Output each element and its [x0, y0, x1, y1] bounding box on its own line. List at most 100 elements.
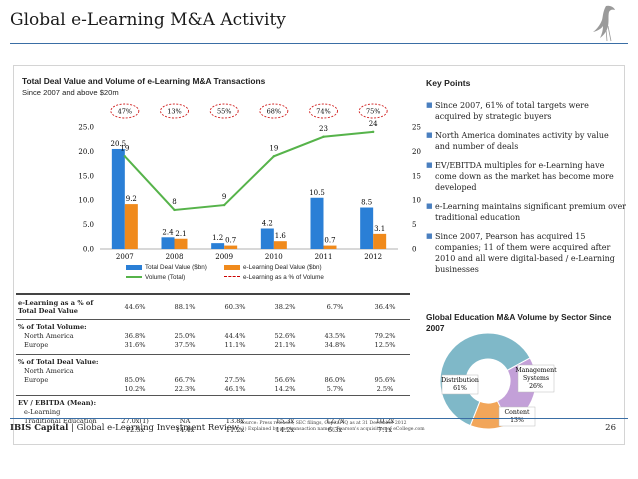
row-label: % of Total Deal Value: North America Eur…: [16, 354, 110, 396]
bar-data-label: 0.7: [324, 237, 335, 245]
right-axis-tick: 20: [412, 148, 421, 156]
bird-logo-icon: [593, 5, 615, 42]
table-cell: 12.7x 6.3x: [310, 395, 360, 436]
source-note: Source: Press releases, SEC filings, Cap…: [240, 421, 425, 432]
volume-point: [123, 155, 127, 158]
pct-label: 47%: [118, 108, 132, 116]
bullet-icon: ■: [426, 101, 433, 109]
row-label: e-Learning as a % of Total Deal Value: [16, 293, 110, 320]
x-axis-tick: 2009: [215, 253, 233, 261]
table-row: e-Learning as a % of Total Deal Value 44…: [16, 293, 410, 320]
table-cell: 44.6%: [110, 293, 160, 320]
table-cell: 95.6% 2.5%: [360, 354, 410, 396]
table-cell: 56.6% 14.2%: [260, 354, 310, 396]
bar-data-label: 0.7: [225, 237, 236, 245]
bar-data-label: 1.6: [275, 232, 287, 240]
volume-point: [173, 208, 176, 212]
legend-swatch: [126, 276, 142, 279]
left-axis-tick: 25.0: [78, 124, 94, 132]
pct-label: 75%: [366, 108, 380, 116]
metrics-table: e-Learning as a % of Total Deal Value 44…: [16, 293, 410, 436]
content-panel: [13, 65, 625, 445]
x-axis-tick: 2012: [364, 253, 382, 261]
pie-management-label: Management: [515, 367, 557, 374]
pct-label: 68%: [267, 108, 281, 116]
volume-data-label: 23: [319, 125, 328, 133]
table-cell: 60.3%: [210, 293, 260, 320]
volume-data-label: 9: [222, 193, 226, 201]
table-cell: 15.3x 14.2x: [260, 395, 310, 436]
x-axis-tick: 2011: [315, 253, 333, 261]
table-cell: 13.8x 11.2x: [210, 395, 260, 436]
chart-bar: [124, 204, 138, 249]
chart-bar: [310, 197, 324, 249]
list-item: ■ Since 2007, 61% of total targets were a…: [426, 101, 589, 121]
page-number: 26: [605, 423, 616, 433]
chart-bar: [373, 233, 387, 249]
volume-data-label: 24: [369, 120, 378, 128]
table-cell: 44.4% 11.1%: [210, 319, 260, 355]
legend-total-value: Total Deal Value ($bn): [126, 264, 207, 271]
key-points-title: Key Points: [426, 78, 471, 88]
bullet-icon: ■: [426, 161, 433, 169]
table-cell: 27.0x(1) 12.5x: [110, 395, 160, 436]
table-cell: 88.1%: [160, 293, 210, 320]
key-points-list: ■ Since 2007, 61% of total targets were a…: [426, 100, 626, 283]
table-cell: 25.0% 37.5%: [160, 319, 210, 355]
table-cell: 6.7%: [310, 293, 360, 320]
table-cell: 79.2% 12.5%: [360, 319, 410, 355]
chart-bar: [224, 245, 238, 249]
bar-data-label: 9.2: [126, 195, 137, 203]
footer-divider: [10, 418, 628, 419]
volume-point: [272, 155, 276, 158]
table-cell: 36.8% 31.6%: [110, 319, 160, 355]
left-axis-tick: 15.0: [78, 172, 94, 180]
chart-subtitle: Since 2007 and above $20m: [22, 88, 119, 97]
list-item: ■ Since 2007, Pearson has acquired 15 com…: [426, 232, 615, 274]
pie-distribution-box: [441, 374, 479, 395]
chart-bar: [260, 228, 274, 249]
volume-point: [222, 203, 226, 207]
pct-badge: [209, 103, 239, 119]
volume-point: [322, 135, 325, 138]
chart-bar: [273, 241, 287, 249]
pie-content-label: 13%: [510, 417, 524, 424]
legend-volume: Volume (Total): [126, 274, 185, 281]
pie-content-label: Content: [504, 409, 530, 416]
legend-pct-volume: e-Learning as a % of Volume: [224, 274, 324, 281]
legend-swatch: [126, 264, 142, 270]
table-cell: 86.0% 5.7%: [310, 354, 360, 396]
pct-label: 13%: [167, 108, 181, 116]
pct-badge: [309, 103, 338, 119]
volume-data-label: 19: [269, 144, 278, 152]
chart-bar: [174, 238, 188, 249]
footer-brand: IBIS Capital | Global e-Learning Investm…: [10, 423, 240, 433]
legend-swatch: [224, 276, 240, 279]
report-name: Global e-Learning Investment Review: [76, 423, 240, 433]
list-item: ■ North America dominates activity by val…: [426, 131, 609, 151]
chart-bar: [323, 245, 337, 249]
pie-title: Global Education M&A Volume by Sector Si…: [426, 312, 612, 333]
bar-data-label: 4.2: [262, 220, 273, 228]
chart-title: Total Deal Value and Volume of e-Learnin…: [22, 76, 266, 86]
right-axis-tick: 10: [412, 197, 421, 205]
left-axis-tick: 0.0: [83, 246, 94, 254]
pct-badge: [259, 103, 289, 119]
x-axis-tick: 2010: [265, 253, 283, 261]
left-axis-tick: 5.0: [83, 221, 94, 229]
right-axis-tick: 25: [412, 124, 421, 132]
volume-data-label: 8: [172, 198, 176, 206]
table-row: % of Total Volume: North America Europe …: [16, 319, 410, 355]
volume-data-label: 19: [120, 144, 129, 152]
legend-elearning-value: e-Learning Deal Value ($bn): [224, 264, 322, 271]
bar-data-label: 3.1: [374, 225, 385, 233]
bar-data-label: 2.4: [162, 228, 174, 236]
bar-data-label: 1.2: [212, 234, 223, 242]
pct-label: 55%: [217, 108, 231, 116]
table-cell: 52.6% 21.1%: [260, 319, 310, 355]
list-item: ■ e-Learning maintains significant premiu…: [426, 202, 627, 222]
pct-badge: [110, 103, 140, 119]
pie-distribution-label: 61%: [453, 385, 467, 392]
pct-badge: [358, 103, 388, 119]
